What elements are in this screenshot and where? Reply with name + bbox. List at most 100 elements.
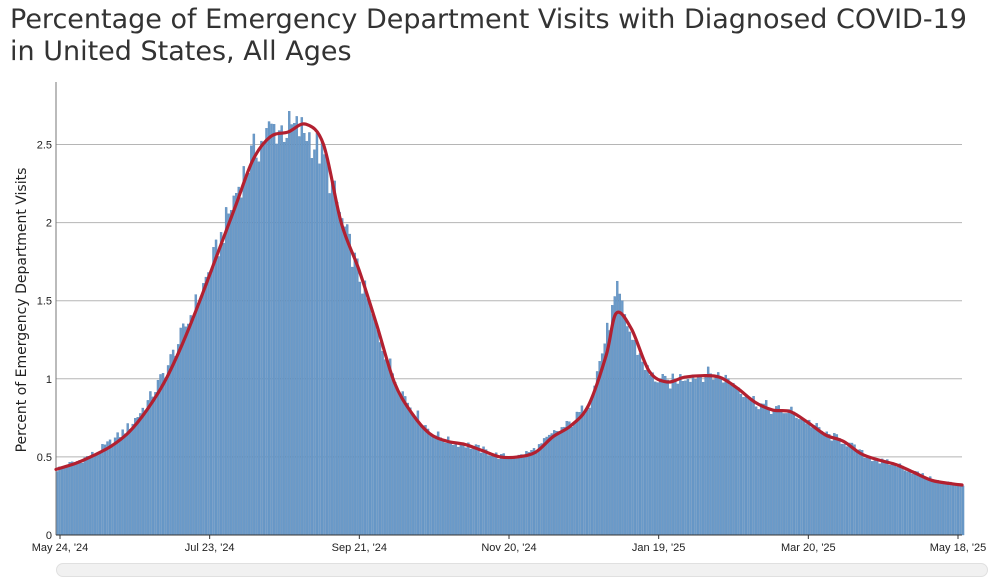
bar[interactable] [320,140,324,536]
bar[interactable] [330,180,334,536]
bar[interactable] [467,442,470,536]
bar[interactable] [815,423,818,536]
bar[interactable] [618,293,622,536]
bar[interactable] [129,429,132,536]
bar[interactable] [353,252,357,536]
bar[interactable] [603,343,606,536]
bar[interactable] [878,463,881,536]
bar[interactable] [722,382,725,536]
bar[interactable] [242,166,245,536]
bar[interactable] [68,462,71,536]
bar[interactable] [240,197,243,536]
bar[interactable] [785,413,788,536]
bar[interactable] [825,431,828,536]
bar[interactable] [63,466,66,536]
bar[interactable] [86,456,89,536]
bar[interactable] [411,415,415,536]
bar[interactable] [116,432,119,536]
bar[interactable] [484,449,488,536]
bar[interactable] [199,296,203,536]
bar[interactable] [881,458,884,536]
bar[interactable] [272,124,276,536]
bar[interactable] [434,435,437,536]
bar[interactable] [575,411,579,536]
bar[interactable] [558,431,561,536]
bar[interactable] [590,398,594,536]
bar[interactable] [222,242,225,536]
bar[interactable] [58,466,61,536]
bar[interactable] [235,193,238,536]
bar[interactable] [628,331,632,536]
bar[interactable] [65,466,69,536]
bar[interactable] [823,433,826,536]
bar[interactable] [376,329,379,536]
bar[interactable] [308,132,311,536]
bar[interactable] [209,271,213,536]
bar[interactable] [141,407,145,536]
bar[interactable] [494,452,498,536]
bar[interactable] [648,374,652,536]
bar[interactable] [111,445,114,536]
bar[interactable] [505,458,508,536]
bar[interactable] [472,446,475,536]
bar[interactable] [664,375,667,536]
bar[interactable] [338,212,341,536]
bar[interactable] [409,407,412,536]
bar[interactable] [681,381,685,536]
bar[interactable] [459,443,463,536]
bar[interactable] [300,117,304,536]
bar[interactable] [636,354,639,536]
bar[interactable] [646,365,649,536]
bar[interactable] [689,381,692,536]
bar[interactable] [666,379,669,536]
bar[interactable] [747,398,750,536]
bar[interactable] [712,379,715,536]
bar[interactable] [174,356,177,536]
bar[interactable] [121,429,124,536]
bar[interactable] [497,458,500,536]
bar[interactable] [343,226,346,536]
bar[interactable] [237,186,240,536]
bar[interactable] [83,457,86,536]
bar[interactable] [265,128,268,536]
bar[interactable] [78,460,81,536]
bar[interactable] [631,339,634,536]
bar[interactable] [848,442,851,536]
bar[interactable] [285,137,288,536]
bar[interactable] [159,374,162,536]
bar[interactable] [613,296,616,536]
bar[interactable] [595,371,599,536]
bar[interactable] [553,430,556,536]
bar[interactable] [149,391,152,536]
bar[interactable] [404,396,407,536]
bar[interactable] [865,455,869,536]
bar[interactable] [775,406,778,536]
bar[interactable] [906,471,909,536]
bar[interactable] [699,375,702,536]
bar[interactable] [898,463,902,536]
bar[interactable] [176,344,180,536]
bar[interactable] [341,218,344,536]
bar[interactable] [598,361,601,536]
bar[interactable] [858,449,861,536]
bar[interactable] [429,433,432,536]
bar[interactable] [489,455,493,536]
bar[interactable] [447,436,450,536]
bar[interactable] [777,405,780,536]
bar[interactable] [487,455,490,536]
bar[interactable] [828,434,831,536]
bar[interactable] [512,458,516,536]
bar[interactable] [873,460,876,536]
bar[interactable] [946,481,950,536]
bar[interactable] [303,133,306,536]
bar[interactable] [525,451,528,536]
bar[interactable] [661,373,664,536]
bar[interactable] [250,145,253,536]
bar[interactable] [151,396,155,536]
bar[interactable] [795,417,798,536]
bar[interactable] [749,397,753,536]
bar[interactable] [679,374,682,536]
bar[interactable] [388,358,392,536]
bar[interactable] [729,385,733,536]
bar[interactable] [123,433,127,536]
